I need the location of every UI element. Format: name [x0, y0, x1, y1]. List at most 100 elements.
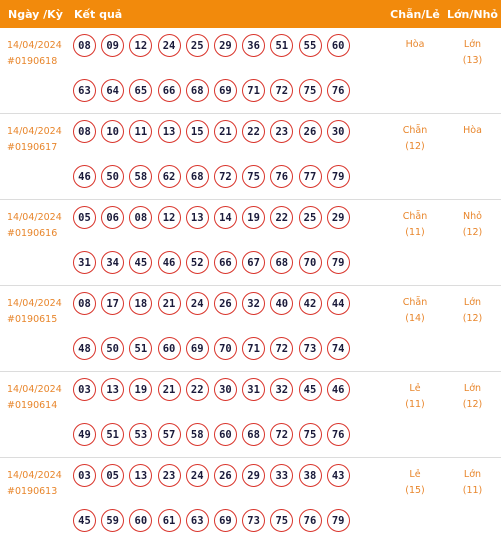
draw-date: 14/04/2024 [7, 384, 62, 395]
result-ball: 30 [213, 378, 237, 401]
result-ball: 72 [213, 165, 237, 188]
draw-info: 14/04/2024 #0190613 [0, 458, 68, 539]
ball-line: 45 59 60 61 63 69 73 75 76 79 [73, 509, 386, 532]
table-row: 14/04/2024 #0190617 08 10 11 13 15 21 22 23 26 30 46… [0, 114, 501, 200]
result-ball: 76 [326, 79, 350, 102]
draw-info: 14/04/2024 #0190617 [0, 114, 68, 199]
result-ball: 72 [270, 337, 294, 360]
lon-nho-value: Lớn [463, 39, 482, 50]
result-ball: 48 [73, 337, 96, 360]
draw-id: #0190618 [7, 56, 58, 67]
result-ball: 60 [129, 509, 153, 532]
lon-nho-value: Lớn [463, 469, 482, 480]
ball-line: 49 51 53 57 58 60 68 72 75 76 [73, 423, 386, 446]
result-ball: 17 [101, 292, 125, 315]
result-ball: 32 [270, 378, 294, 401]
lon-nho-cell: Lớn (13) [444, 28, 501, 113]
chan-le-count: (11) [405, 399, 425, 410]
chan-le-cell: Chẵn (11) [386, 200, 444, 285]
result-ball: 13 [129, 464, 153, 487]
result-ball: 24 [157, 34, 181, 57]
result-ball: 73 [242, 509, 266, 532]
result-ball: 72 [270, 79, 294, 102]
result-ball: 08 [73, 292, 96, 315]
result-ball: 23 [270, 120, 294, 143]
chan-le-value: Chẵn [402, 211, 428, 222]
result-ball: 03 [73, 378, 96, 401]
result-balls: 03 05 13 23 24 26 29 33 38 43 45 59 60 61 63 69 73 75 76 79 [68, 458, 386, 539]
result-ball: 57 [157, 423, 181, 446]
result-ball: 29 [326, 206, 350, 229]
result-ball: 63 [73, 79, 96, 102]
result-ball: 58 [185, 423, 209, 446]
lon-nho-cell: Lớn (12) [444, 372, 501, 457]
result-ball: 19 [242, 206, 266, 229]
result-ball: 77 [298, 165, 322, 188]
lon-nho-value: Lớn [463, 297, 482, 308]
result-ball: 29 [213, 34, 237, 57]
lon-nho-count: (12) [462, 399, 483, 410]
result-ball: 51 [101, 423, 125, 446]
result-ball: 75 [298, 79, 322, 102]
result-ball: 51 [270, 34, 294, 57]
chan-le-cell: Lẻ (15) [386, 458, 444, 539]
result-ball: 13 [101, 378, 125, 401]
result-ball: 46 [73, 165, 96, 188]
result-ball: 31 [73, 251, 96, 274]
result-ball: 22 [242, 120, 266, 143]
table-body: 14/04/2024 #0190618 08 09 12 24 25 29 36 51 55 60 63… [0, 28, 501, 539]
lon-nho-count: (12) [462, 227, 483, 238]
result-ball: 23 [157, 464, 181, 487]
result-ball: 50 [101, 165, 125, 188]
result-ball: 60 [326, 34, 350, 57]
result-ball: 05 [101, 464, 125, 487]
result-balls: 05 06 08 12 13 14 19 22 25 29 31 34 45 46 52 66 67 68 70 79 [68, 200, 386, 285]
result-ball: 33 [270, 464, 294, 487]
result-ball: 10 [101, 120, 125, 143]
result-ball: 55 [298, 34, 322, 57]
result-ball: 08 [73, 34, 96, 57]
result-ball: 79 [326, 251, 350, 274]
ball-line: 63 64 65 66 68 69 71 72 75 76 [73, 79, 386, 102]
result-ball: 58 [129, 165, 153, 188]
result-ball: 42 [298, 292, 322, 315]
result-ball: 68 [242, 423, 266, 446]
chan-le-cell: Hòa [386, 28, 444, 113]
lon-nho-value: Hòa [463, 125, 482, 136]
result-ball: 62 [157, 165, 181, 188]
result-ball: 76 [298, 509, 322, 532]
result-ball: 29 [242, 464, 266, 487]
result-ball: 79 [326, 509, 350, 532]
result-ball: 12 [129, 34, 153, 57]
result-ball: 61 [157, 509, 181, 532]
result-ball: 69 [213, 509, 237, 532]
result-ball: 18 [129, 292, 153, 315]
draw-id: #0190616 [7, 228, 58, 239]
result-ball: 75 [242, 165, 266, 188]
lon-nho-count: (11) [462, 485, 483, 496]
result-ball: 21 [213, 120, 237, 143]
result-ball: 13 [185, 206, 209, 229]
result-ball: 09 [101, 34, 125, 57]
draw-date: 14/04/2024 [7, 40, 62, 51]
result-ball: 21 [157, 378, 181, 401]
result-ball: 06 [101, 206, 125, 229]
result-ball: 30 [326, 120, 350, 143]
result-ball: 11 [129, 120, 153, 143]
result-ball: 22 [185, 378, 209, 401]
draw-id: #0190617 [7, 142, 58, 153]
result-balls: 08 10 11 13 15 21 22 23 26 30 46 50 58 62 68 72 75 76 77 79 [68, 114, 386, 199]
table-header: Ngày /Kỳ Kết quả Chẵn/Lẻ Lớn/Nhỏ [0, 0, 501, 28]
result-ball: 03 [73, 464, 96, 487]
ball-line: 08 09 12 24 25 29 36 51 55 60 [73, 34, 386, 57]
table-row: 14/04/2024 #0190613 03 05 13 23 24 26 29 33 38 43 45… [0, 458, 501, 539]
chan-le-count: (11) [405, 227, 425, 238]
result-ball: 22 [270, 206, 294, 229]
result-ball: 76 [326, 423, 350, 446]
result-ball: 36 [242, 34, 266, 57]
result-ball: 25 [298, 206, 322, 229]
ball-line: 46 50 58 62 68 72 75 76 77 79 [73, 165, 386, 188]
lon-nho-count: (13) [462, 55, 483, 66]
result-ball: 52 [185, 251, 209, 274]
chan-le-value: Chẵn [402, 297, 428, 308]
